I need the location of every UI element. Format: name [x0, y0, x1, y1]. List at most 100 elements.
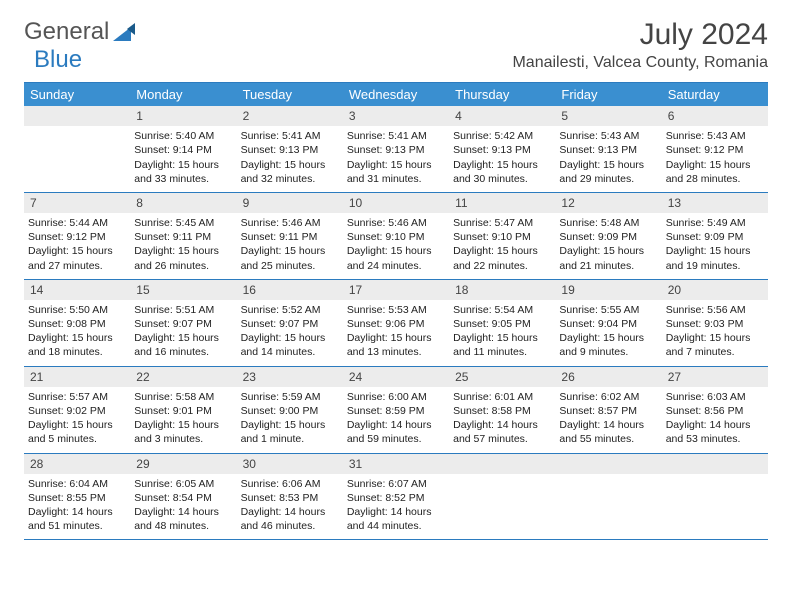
- day-cell: 18Sunrise: 5:54 AMSunset: 9:05 PMDayligh…: [449, 280, 555, 366]
- day-header-fri: Friday: [555, 83, 661, 106]
- sunrise-text: Sunrise: 6:06 AM: [241, 477, 339, 491]
- sunset-text: Sunset: 8:56 PM: [666, 404, 764, 418]
- sunset-text: Sunset: 9:14 PM: [134, 143, 232, 157]
- sunset-text: Sunset: 8:54 PM: [134, 491, 232, 505]
- daylight-text: Daylight: 15 hours and 21 minutes.: [559, 244, 657, 272]
- day-header-wed: Wednesday: [343, 83, 449, 106]
- week-row: 1Sunrise: 5:40 AMSunset: 9:14 PMDaylight…: [24, 106, 768, 193]
- sunset-text: Sunset: 9:02 PM: [28, 404, 126, 418]
- daylight-text: Daylight: 14 hours and 57 minutes.: [453, 418, 551, 446]
- day-number: 30: [237, 454, 343, 474]
- daylight-text: Daylight: 15 hours and 5 minutes.: [28, 418, 126, 446]
- sunset-text: Sunset: 9:08 PM: [28, 317, 126, 331]
- sunrise-text: Sunrise: 6:05 AM: [134, 477, 232, 491]
- day-cell: 2Sunrise: 5:41 AMSunset: 9:13 PMDaylight…: [237, 106, 343, 192]
- sunset-text: Sunset: 9:12 PM: [28, 230, 126, 244]
- day-cell: 1Sunrise: 5:40 AMSunset: 9:14 PMDaylight…: [130, 106, 236, 192]
- daylight-text: Daylight: 14 hours and 44 minutes.: [347, 505, 445, 533]
- day-number: 5: [555, 106, 661, 126]
- sunrise-text: Sunrise: 6:02 AM: [559, 390, 657, 404]
- day-header-row: Sunday Monday Tuesday Wednesday Thursday…: [24, 83, 768, 106]
- calendar: Sunday Monday Tuesday Wednesday Thursday…: [24, 82, 768, 540]
- day-cell: 19Sunrise: 5:55 AMSunset: 9:04 PMDayligh…: [555, 280, 661, 366]
- daylight-text: Daylight: 15 hours and 18 minutes.: [28, 331, 126, 359]
- sunset-text: Sunset: 9:11 PM: [241, 230, 339, 244]
- day-cell: 22Sunrise: 5:58 AMSunset: 9:01 PMDayligh…: [130, 367, 236, 453]
- day-cell: 31Sunrise: 6:07 AMSunset: 8:52 PMDayligh…: [343, 454, 449, 540]
- sunrise-text: Sunrise: 5:53 AM: [347, 303, 445, 317]
- sunset-text: Sunset: 9:00 PM: [241, 404, 339, 418]
- day-cell: 11Sunrise: 5:47 AMSunset: 9:10 PMDayligh…: [449, 193, 555, 279]
- day-number: 16: [237, 280, 343, 300]
- sunset-text: Sunset: 8:55 PM: [28, 491, 126, 505]
- day-number: [24, 106, 130, 126]
- logo: General: [24, 18, 135, 46]
- day-cell: 27Sunrise: 6:03 AMSunset: 8:56 PMDayligh…: [662, 367, 768, 453]
- daylight-text: Daylight: 15 hours and 26 minutes.: [134, 244, 232, 272]
- sunrise-text: Sunrise: 6:03 AM: [666, 390, 764, 404]
- day-cell: 26Sunrise: 6:02 AMSunset: 8:57 PMDayligh…: [555, 367, 661, 453]
- sunrise-text: Sunrise: 5:44 AM: [28, 216, 126, 230]
- day-cell: 29Sunrise: 6:05 AMSunset: 8:54 PMDayligh…: [130, 454, 236, 540]
- sunrise-text: Sunrise: 5:50 AM: [28, 303, 126, 317]
- daylight-text: Daylight: 15 hours and 24 minutes.: [347, 244, 445, 272]
- sunrise-text: Sunrise: 5:41 AM: [347, 129, 445, 143]
- day-number: 31: [343, 454, 449, 474]
- day-number: 4: [449, 106, 555, 126]
- daylight-text: Daylight: 15 hours and 11 minutes.: [453, 331, 551, 359]
- title-block: July 2024 Manailesti, Valcea County, Rom…: [512, 18, 768, 72]
- day-number: 10: [343, 193, 449, 213]
- sunrise-text: Sunrise: 5:58 AM: [134, 390, 232, 404]
- day-number: 13: [662, 193, 768, 213]
- day-number: 15: [130, 280, 236, 300]
- day-header-sat: Saturday: [662, 83, 768, 106]
- day-cell: 5Sunrise: 5:43 AMSunset: 9:13 PMDaylight…: [555, 106, 661, 192]
- sunrise-text: Sunrise: 5:43 AM: [559, 129, 657, 143]
- daylight-text: Daylight: 15 hours and 1 minute.: [241, 418, 339, 446]
- location: Manailesti, Valcea County, Romania: [512, 54, 768, 72]
- day-number: 24: [343, 367, 449, 387]
- day-header-thu: Thursday: [449, 83, 555, 106]
- sunset-text: Sunset: 9:06 PM: [347, 317, 445, 331]
- day-header-tue: Tuesday: [237, 83, 343, 106]
- day-number: 2: [237, 106, 343, 126]
- day-cell: 14Sunrise: 5:50 AMSunset: 9:08 PMDayligh…: [24, 280, 130, 366]
- sunrise-text: Sunrise: 5:57 AM: [28, 390, 126, 404]
- daylight-text: Daylight: 15 hours and 31 minutes.: [347, 158, 445, 186]
- day-cell: 15 Sunrise: 5:51 AMSunset: 9:07 PMDayligh…: [130, 280, 236, 366]
- week-row: 14Sunrise: 5:50 AMSunset: 9:08 PMDayligh…: [24, 280, 768, 367]
- sunset-text: Sunset: 9:01 PM: [134, 404, 232, 418]
- daylight-text: Daylight: 15 hours and 16 minutes.: [134, 331, 232, 359]
- sunrise-text: Sunrise: 5:48 AM: [559, 216, 657, 230]
- sunset-text: Sunset: 9:09 PM: [666, 230, 764, 244]
- sunset-text: Sunset: 8:53 PM: [241, 491, 339, 505]
- sunset-text: Sunset: 8:58 PM: [453, 404, 551, 418]
- logo-text-1: General: [24, 18, 109, 46]
- sunrise-text: Sunrise: 5:59 AM: [241, 390, 339, 404]
- sunrise-text: Sunrise: 5:49 AM: [666, 216, 764, 230]
- day-cell: 7Sunrise: 5:44 AMSunset: 9:12 PMDaylight…: [24, 193, 130, 279]
- sunset-text: Sunset: 8:57 PM: [559, 404, 657, 418]
- sunset-text: Sunset: 9:09 PM: [559, 230, 657, 244]
- sunrise-text: Sunrise: 5:46 AM: [241, 216, 339, 230]
- day-cell: 13 Sunrise: 5:49 AMSunset: 9:09 PMDayligh…: [662, 193, 768, 279]
- sunrise-text: Sunrise: 6:01 AM: [453, 390, 551, 404]
- sunset-text: Sunset: 9:03 PM: [666, 317, 764, 331]
- daylight-text: Daylight: 15 hours and 13 minutes.: [347, 331, 445, 359]
- day-cell: [662, 454, 768, 540]
- sunset-text: Sunset: 9:13 PM: [347, 143, 445, 157]
- day-cell: 28Sunrise: 6:04 AMSunset: 8:55 PMDayligh…: [24, 454, 130, 540]
- sunrise-text: Sunrise: 5:51 AM: [134, 303, 232, 317]
- day-cell: 24Sunrise: 6:00 AMSunset: 8:59 PMDayligh…: [343, 367, 449, 453]
- day-number: 9: [237, 193, 343, 213]
- daylight-text: Daylight: 15 hours and 3 minutes.: [134, 418, 232, 446]
- day-number: 6: [662, 106, 768, 126]
- daylight-text: Daylight: 15 hours and 33 minutes.: [134, 158, 232, 186]
- daylight-text: Daylight: 15 hours and 19 minutes.: [666, 244, 764, 272]
- day-cell: 3Sunrise: 5:41 AMSunset: 9:13 PMDaylight…: [343, 106, 449, 192]
- sunset-text: Sunset: 9:07 PM: [134, 317, 232, 331]
- day-cell: 12Sunrise: 5:48 AMSunset: 9:09 PMDayligh…: [555, 193, 661, 279]
- sunrise-text: Sunrise: 5:45 AM: [134, 216, 232, 230]
- day-cell: 10Sunrise: 5:46 AMSunset: 9:10 PMDayligh…: [343, 193, 449, 279]
- sunrise-text: Sunrise: 5:42 AM: [453, 129, 551, 143]
